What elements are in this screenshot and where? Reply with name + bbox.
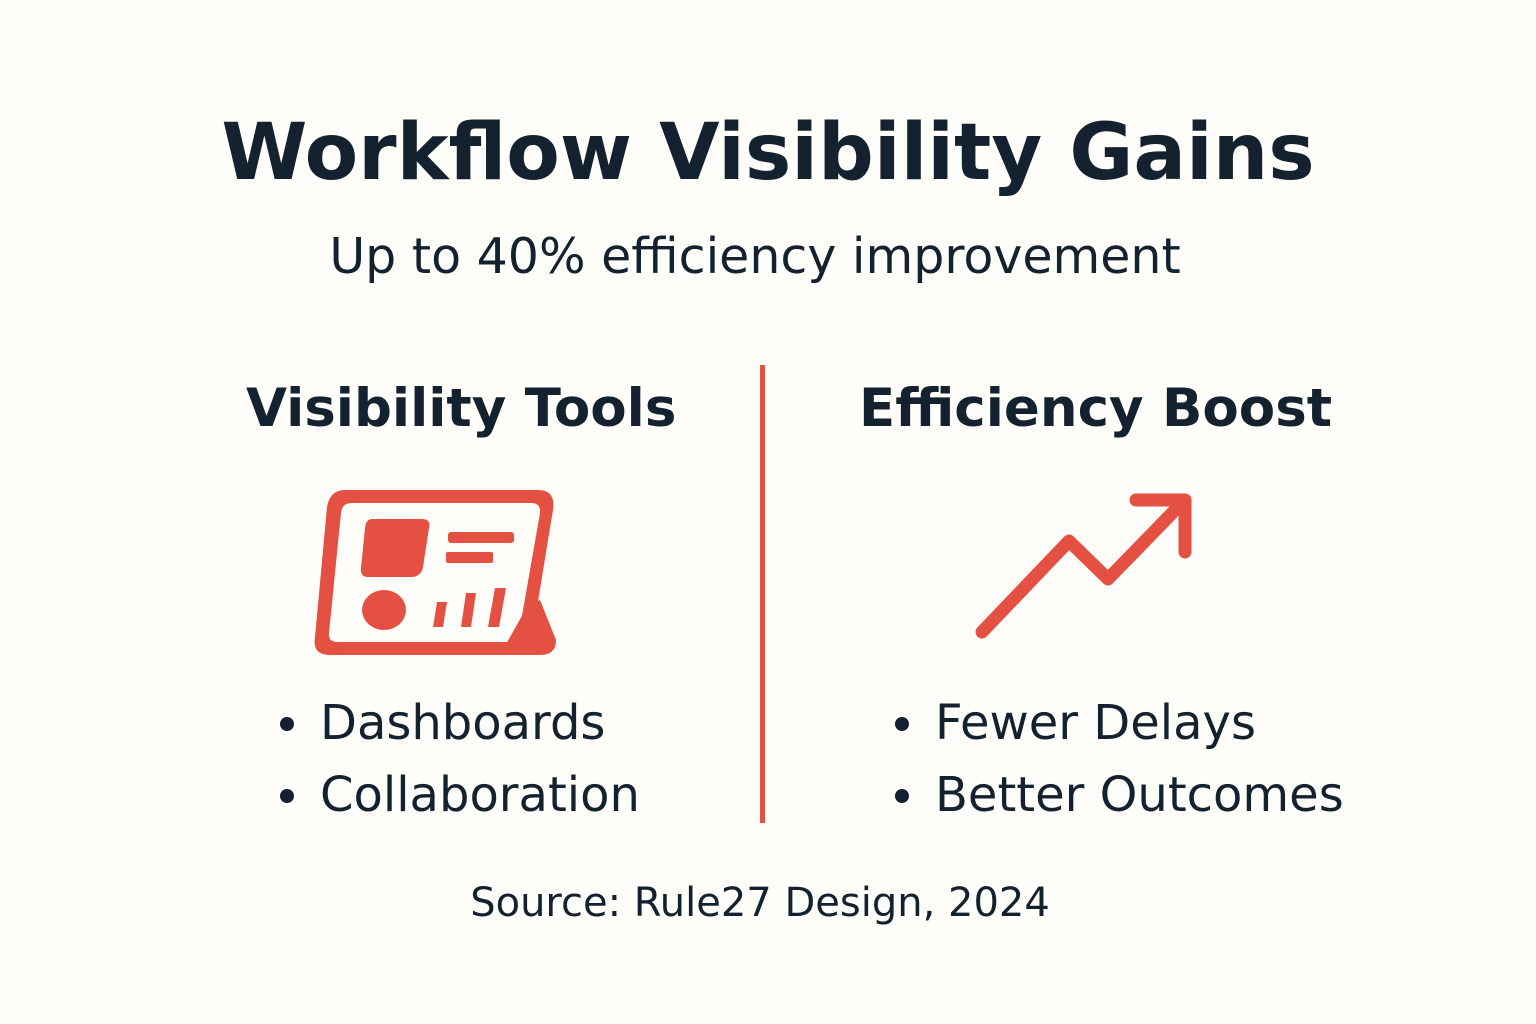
trending-up-arrow-icon	[975, 493, 1192, 639]
subtitle: Up to 40% efficiency improvement	[329, 228, 1181, 285]
list-item: Dashboards	[274, 693, 640, 765]
page-title: Workflow Visibility Gains	[221, 108, 1315, 198]
source-citation: Source: Rule27 Design, 2024	[470, 880, 1050, 926]
visibility-tools-list: Dashboards Collaboration	[274, 693, 640, 837]
list-item: Fewer Delays	[889, 693, 1344, 765]
dashboard-tablet-icon	[314, 490, 556, 655]
list-item: Better Outcomes	[889, 765, 1344, 837]
efficiency-boost-heading: Efficiency Boost	[859, 378, 1333, 439]
visibility-tools-heading: Visibility Tools	[246, 378, 677, 439]
list-item: Collaboration	[274, 765, 640, 837]
efficiency-boost-list: Fewer Delays Better Outcomes	[889, 693, 1344, 837]
column-divider	[760, 365, 765, 823]
